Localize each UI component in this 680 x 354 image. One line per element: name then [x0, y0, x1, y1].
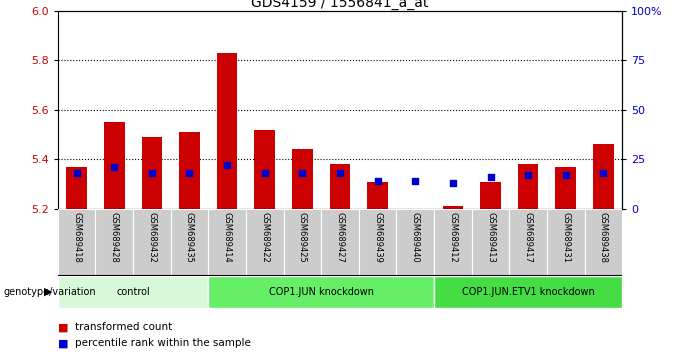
Bar	[58, 276, 208, 308]
Bar	[104, 122, 124, 209]
Bar	[330, 164, 350, 209]
Text: ■: ■	[58, 338, 68, 348]
Text: genotype/variation: genotype/variation	[3, 287, 96, 297]
Bar	[367, 182, 388, 209]
Bar	[593, 144, 614, 209]
Text: ▶: ▶	[44, 287, 52, 297]
Text: GSM689413: GSM689413	[486, 212, 495, 263]
Bar	[434, 209, 472, 276]
Point	[598, 170, 609, 176]
Point	[71, 170, 82, 176]
Text: COP1.JUN.ETV1 knockdown: COP1.JUN.ETV1 knockdown	[462, 287, 594, 297]
Text: transformed count: transformed count	[75, 322, 172, 332]
Point	[259, 170, 270, 176]
Point	[485, 174, 496, 180]
Bar	[292, 149, 313, 209]
Bar	[66, 167, 87, 209]
Bar	[179, 132, 200, 209]
Title: GDS4159 / 1556841_a_at: GDS4159 / 1556841_a_at	[252, 0, 428, 10]
Point	[523, 172, 534, 178]
Point	[109, 164, 120, 170]
Point	[222, 162, 233, 168]
Text: GSM689439: GSM689439	[373, 212, 382, 263]
Point	[146, 170, 157, 176]
Bar	[434, 276, 622, 308]
Bar	[95, 209, 133, 276]
Bar	[359, 209, 396, 276]
Text: GSM689422: GSM689422	[260, 212, 269, 263]
Bar	[246, 209, 284, 276]
Point	[560, 172, 571, 178]
Text: GSM689427: GSM689427	[335, 212, 345, 263]
Text: control: control	[116, 287, 150, 297]
Bar	[509, 209, 547, 276]
Text: GSM689435: GSM689435	[185, 212, 194, 263]
Bar	[217, 53, 237, 209]
Text: ■: ■	[58, 322, 68, 332]
Point	[410, 178, 421, 184]
Text: COP1.JUN knockdown: COP1.JUN knockdown	[269, 287, 374, 297]
Text: GSM689428: GSM689428	[109, 212, 119, 263]
Bar	[321, 209, 359, 276]
Bar	[254, 130, 275, 209]
Text: GSM689418: GSM689418	[72, 212, 81, 263]
Bar	[585, 209, 622, 276]
Bar	[480, 182, 501, 209]
Point	[372, 178, 383, 184]
Bar	[171, 209, 208, 276]
Bar	[443, 206, 463, 209]
Text: GSM689432: GSM689432	[148, 212, 156, 263]
Bar	[556, 167, 576, 209]
Text: GSM689414: GSM689414	[222, 212, 232, 263]
Point	[297, 170, 308, 176]
Text: percentile rank within the sample: percentile rank within the sample	[75, 338, 251, 348]
Bar	[133, 209, 171, 276]
Bar	[284, 209, 321, 276]
Bar	[472, 209, 509, 276]
Text: GSM689412: GSM689412	[448, 212, 458, 263]
Bar	[141, 137, 163, 209]
Text: GSM689417: GSM689417	[524, 212, 532, 263]
Bar	[208, 276, 434, 308]
Text: GSM689431: GSM689431	[561, 212, 571, 263]
Text: GSM689440: GSM689440	[411, 212, 420, 263]
Point	[184, 170, 195, 176]
Bar	[547, 209, 585, 276]
Text: GSM689438: GSM689438	[599, 212, 608, 263]
Point	[335, 170, 345, 176]
Text: GSM689425: GSM689425	[298, 212, 307, 263]
Bar	[58, 209, 95, 276]
Bar	[517, 164, 539, 209]
Bar	[396, 209, 434, 276]
Point	[447, 180, 458, 186]
Bar	[208, 209, 246, 276]
